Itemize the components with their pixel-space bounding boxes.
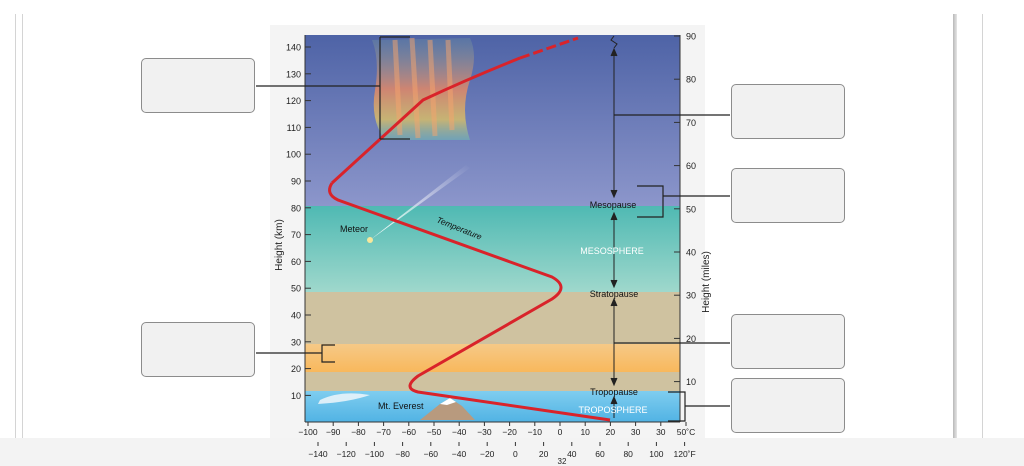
height-km-axis-label: Height (km) [274,219,285,271]
celsius-tick-label: −90 [326,427,341,437]
fahrenheit-tick-label: −100 [365,449,384,459]
celsius-tick-label: 0 [558,427,563,437]
fahrenheit-32-label: 32 [558,457,567,466]
celsius-tick-label: 10 [580,427,590,437]
fahrenheit-tick-label: 80 [623,449,633,459]
temperature-curve [328,182,611,422]
km-tick-label: 20 [291,364,301,374]
stratopause-label: Stratopause [590,289,639,299]
lower-stratosphere-layer [305,372,680,391]
fahrenheit-tick-label: −120 [337,449,356,459]
answer-box-stratosphere[interactable] [731,314,845,369]
layer-arrows [610,35,618,418]
right-divider [982,14,983,438]
celsius-tick-group: −100 −90 −80 −70 −60 −50 −40 −30 −20 −10 0 10 20 30 30… [298,422,695,437]
mt-everest-graphic [420,398,475,420]
celsius-tick-label: −70 [376,427,391,437]
height-miles-axis-label: Height (miles) [701,251,712,313]
celsius-tick-label: −80 [351,427,366,437]
fahrenheit-tick-label: −20 [480,449,495,459]
tropopause-label: Tropopause [590,387,638,397]
mile-tick-label: 90 [686,32,696,42]
panel-shadow [953,14,957,438]
leader-lines [256,36,730,422]
mile-tick-label: 40 [686,248,696,258]
troposphere-layer [305,391,680,422]
fahrenheit-tick-group: −140 −120 −100 −80 −60 −40 −20 0 20 40 60 80 100 120˚… [308,442,696,459]
km-tick-label: 90 [291,177,301,187]
km-tick-label: 60 [291,257,301,267]
mile-tick-label: 80 [686,75,696,85]
answer-box-thermosphere[interactable] [141,58,255,113]
km-tick-label: 130 [286,69,301,79]
celsius-tick-label: −30 [477,427,492,437]
aurora-graphic [372,37,474,140]
km-tick-label: 100 [286,150,301,160]
km-tick-label: 110 [287,123,301,133]
thermosphere-layer [305,35,680,206]
km-tick-label: 70 [291,230,301,240]
km-tick-group: 140 130 120 110 100 90 80 70 60 50 40 30 20 10 [286,43,311,401]
fahrenheit-tick-label: 100 [649,449,663,459]
cloud [318,393,370,404]
fahrenheit-tick-label: −140 [308,449,327,459]
mile-tick-label: 60 [686,161,696,171]
temperature-curve-dashed [519,36,579,60]
ozone-layer [305,344,680,372]
fahrenheit-tick-label: 120˚F [673,449,695,459]
celsius-tick-label: −60 [402,427,417,437]
mesosphere-layer [305,206,680,292]
left-divider [15,14,16,438]
answer-box-troposphere[interactable] [731,378,845,433]
fahrenheit-tick-label: 40 [567,449,577,459]
meteor-label: Meteor [340,224,368,234]
fahrenheit-tick-label: −80 [395,449,410,459]
mile-tick-label: 10 [686,377,696,387]
answer-box-ozone[interactable] [141,322,255,377]
celsius-tick-label: 30 [631,427,641,437]
mesosphere-label: MESOSPHERE [580,246,644,256]
mile-tick-label: 70 [686,118,696,128]
km-tick-label: 80 [291,203,301,213]
footer-bar [0,438,1024,466]
mile-tick-label: 50 [686,204,696,214]
km-tick-label: 50 [291,284,301,294]
km-tick-label: 140 [286,43,301,53]
km-tick-label: 120 [286,96,301,106]
fahrenheit-tick-label: 0 [513,449,518,459]
fahrenheit-tick-label: −60 [424,449,439,459]
celsius-tick-label: −50 [427,427,442,437]
celsius-tick-label: −10 [528,427,543,437]
mile-tick-group: 90 80 70 60 50 40 30 20 10 [674,32,696,387]
everest-label: Mt. Everest [378,401,424,411]
fahrenheit-tick-label: 60 [595,449,605,459]
fahrenheit-tick-label: 20 [539,449,549,459]
km-tick-label: 40 [291,311,301,321]
km-tick-label: 10 [291,391,301,401]
fahrenheit-tick-label: −40 [452,449,467,459]
celsius-tick-label: 50˚C [677,427,695,437]
mile-tick-label: 30 [686,291,696,301]
celsius-tick-label: −100 [298,427,317,437]
meteor-head [367,237,373,243]
celsius-tick-label: −20 [502,427,517,437]
km-tick-label: 30 [291,337,301,347]
celsius-tick-label: 20 [606,427,616,437]
answer-box-upper-right[interactable] [731,84,845,139]
everest-snow [440,398,456,405]
mile-tick-label: 20 [686,334,696,344]
mesopause-label: Mesopause [590,200,637,210]
stratosphere-layer [305,292,680,344]
celsius-tick-label: 30 [656,427,666,437]
temperature-curve-upper [330,56,521,185]
left-divider-inner [22,14,23,438]
answer-box-mesopause[interactable] [731,168,845,223]
troposphere-label: TROPOSPHERE [578,405,647,415]
celsius-tick-label: −40 [452,427,467,437]
